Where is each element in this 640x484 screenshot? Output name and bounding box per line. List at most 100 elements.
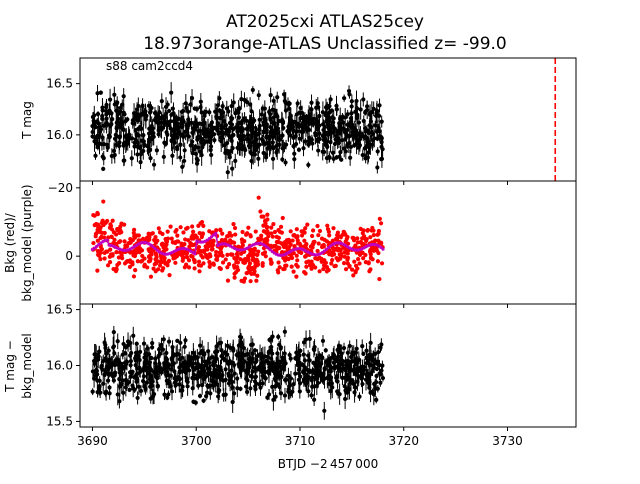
data-point — [352, 260, 356, 264]
data-point — [334, 256, 338, 260]
data-point — [363, 135, 367, 139]
panel-middle-ylabel-line2: bkg_model (purple) — [20, 184, 34, 301]
data-point — [168, 224, 172, 228]
data-point — [265, 213, 269, 217]
data-point — [210, 247, 214, 251]
data-point — [357, 131, 361, 135]
data-point — [344, 149, 348, 153]
data-point — [253, 384, 257, 388]
data-point — [154, 372, 158, 376]
data-point — [265, 128, 269, 132]
data-point — [216, 103, 220, 107]
data-point — [155, 120, 159, 124]
data-point — [149, 137, 153, 141]
data-point — [124, 382, 128, 386]
data-point — [298, 137, 302, 141]
data-point — [311, 228, 315, 232]
data-point — [280, 134, 284, 138]
data-point — [377, 103, 381, 107]
data-point — [327, 155, 331, 159]
data-point — [122, 223, 126, 227]
data-point — [225, 253, 229, 257]
data-point — [381, 376, 385, 380]
data-point — [381, 147, 385, 151]
data-point — [230, 240, 234, 244]
data-point — [254, 137, 258, 141]
data-point — [103, 251, 107, 255]
data-point — [95, 369, 99, 373]
data-point — [240, 237, 244, 241]
data-point — [271, 361, 275, 365]
panel-bottom-data — [91, 326, 385, 420]
data-point — [371, 229, 375, 233]
data-point — [160, 99, 164, 103]
data-point — [335, 237, 339, 241]
data-point — [327, 104, 331, 108]
data-point — [320, 378, 324, 382]
data-point — [369, 371, 373, 375]
data-point — [373, 352, 377, 356]
data-point — [192, 354, 196, 358]
data-point — [126, 138, 130, 142]
data-point — [194, 401, 198, 405]
ytick-label: 16.5 — [46, 303, 73, 317]
data-point — [200, 145, 204, 149]
data-point — [345, 237, 349, 241]
data-point — [95, 211, 99, 215]
data-point — [379, 140, 383, 144]
data-point — [93, 136, 97, 140]
data-point — [130, 156, 134, 160]
data-point — [96, 249, 100, 253]
data-point — [368, 111, 372, 115]
data-point — [349, 125, 353, 129]
data-point — [120, 382, 124, 386]
data-point — [350, 268, 354, 272]
data-point — [136, 144, 140, 148]
panel-middle: −200 Bkg (red)/ bkg_model (purple) — [3, 181, 508, 308]
data-point — [104, 391, 108, 395]
data-point — [122, 239, 126, 243]
data-point — [274, 150, 278, 154]
data-point — [156, 384, 160, 388]
data-point — [300, 128, 304, 132]
data-point — [142, 374, 146, 378]
data-point — [221, 104, 225, 108]
data-point — [335, 375, 339, 379]
data-point — [166, 392, 170, 396]
data-point — [169, 91, 173, 95]
data-point — [335, 233, 339, 237]
data-point — [296, 101, 300, 105]
data-point — [100, 367, 104, 371]
data-point — [118, 134, 122, 138]
data-point — [303, 358, 307, 362]
data-point — [308, 337, 312, 341]
data-point — [280, 157, 284, 161]
data-point — [246, 254, 250, 258]
data-point — [178, 357, 182, 361]
data-point — [189, 143, 193, 147]
data-point — [292, 270, 296, 274]
data-point — [218, 228, 222, 232]
data-point — [275, 370, 279, 374]
data-point — [313, 265, 317, 269]
data-point — [224, 123, 228, 127]
data-point — [103, 231, 107, 235]
data-point — [279, 241, 283, 245]
data-point — [289, 392, 293, 396]
data-point — [309, 101, 313, 105]
data-point — [261, 215, 265, 219]
data-point — [153, 257, 157, 261]
data-point — [138, 366, 142, 370]
data-point — [376, 259, 380, 263]
data-point — [253, 348, 257, 352]
data-point — [154, 269, 158, 273]
data-point — [108, 222, 112, 226]
data-point — [253, 152, 257, 156]
data-point — [375, 165, 379, 169]
data-point — [361, 228, 365, 232]
data-point — [262, 151, 266, 155]
data-point — [377, 277, 381, 281]
data-point — [263, 219, 267, 223]
